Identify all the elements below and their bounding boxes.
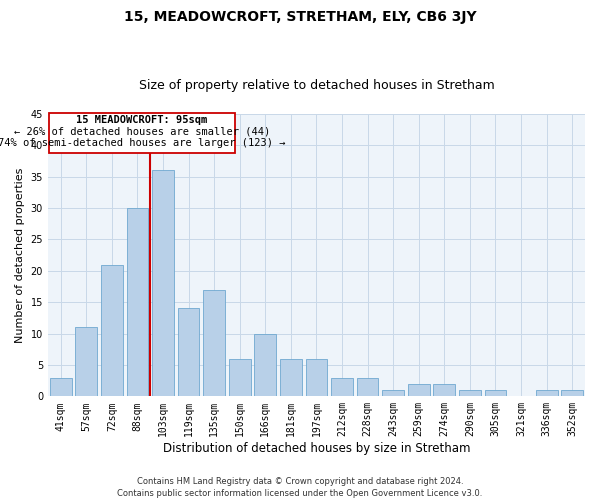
Bar xyxy=(433,384,455,396)
FancyBboxPatch shape xyxy=(49,112,235,153)
Bar xyxy=(459,390,481,396)
Text: 74% of semi-detached houses are larger (123) →: 74% of semi-detached houses are larger (… xyxy=(0,138,286,148)
Bar xyxy=(50,378,71,396)
Text: ← 26% of detached houses are smaller (44): ← 26% of detached houses are smaller (44… xyxy=(14,126,270,136)
Bar xyxy=(382,390,404,396)
Y-axis label: Number of detached properties: Number of detached properties xyxy=(15,168,25,343)
Bar xyxy=(127,208,148,396)
Bar xyxy=(229,358,251,397)
Title: Size of property relative to detached houses in Stretham: Size of property relative to detached ho… xyxy=(139,79,494,92)
Bar xyxy=(280,358,302,397)
Text: 15, MEADOWCROFT, STRETHAM, ELY, CB6 3JY: 15, MEADOWCROFT, STRETHAM, ELY, CB6 3JY xyxy=(124,10,476,24)
Bar xyxy=(203,290,225,397)
Text: 15 MEADOWCROFT: 95sqm: 15 MEADOWCROFT: 95sqm xyxy=(76,116,208,126)
Bar xyxy=(76,328,97,396)
Bar xyxy=(178,308,199,396)
Bar xyxy=(357,378,379,396)
Bar xyxy=(536,390,557,396)
Bar xyxy=(408,384,430,396)
Bar xyxy=(562,390,583,396)
Bar xyxy=(101,264,123,396)
Bar xyxy=(254,334,276,396)
Text: Contains HM Land Registry data © Crown copyright and database right 2024.
Contai: Contains HM Land Registry data © Crown c… xyxy=(118,476,482,498)
Bar xyxy=(152,170,174,396)
Bar xyxy=(305,358,328,397)
Bar xyxy=(331,378,353,396)
Bar xyxy=(485,390,506,396)
X-axis label: Distribution of detached houses by size in Stretham: Distribution of detached houses by size … xyxy=(163,442,470,455)
